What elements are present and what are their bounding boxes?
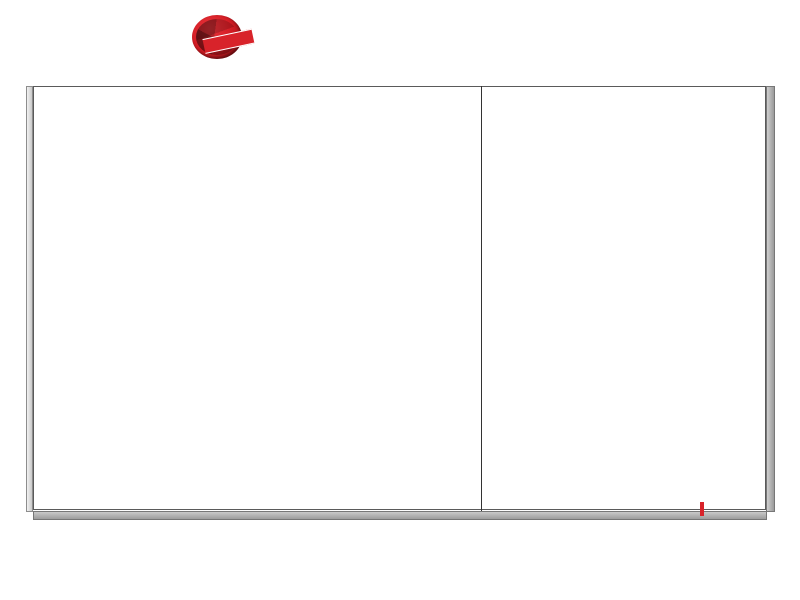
- right-axis-scalebar: [766, 86, 775, 512]
- watermark-jet: [700, 502, 704, 516]
- plot-inner: [34, 87, 765, 509]
- plot-area: [33, 86, 766, 510]
- dyno-curves: [34, 87, 765, 509]
- cursor-line[interactable]: [481, 86, 482, 511]
- logo-afe-text: [197, 24, 239, 44]
- afe-power-logo: [192, 15, 255, 59]
- bottom-axis-scalebar: [33, 511, 767, 520]
- page-header: [0, 0, 800, 78]
- dynojet-watermark: [700, 502, 762, 517]
- left-axis-scalebar: [26, 86, 33, 512]
